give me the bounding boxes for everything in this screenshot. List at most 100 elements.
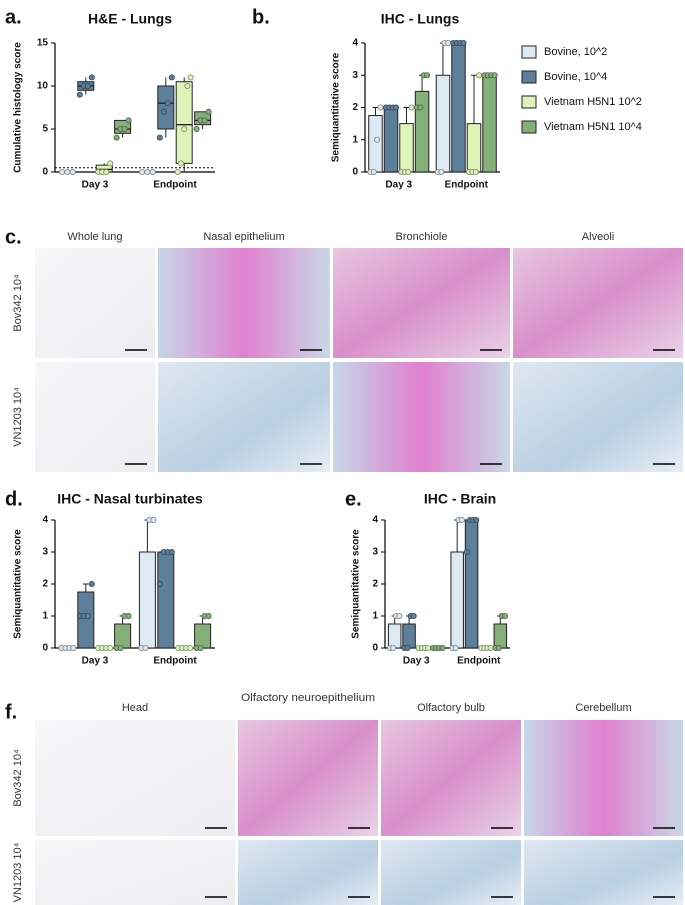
bar <box>493 623 508 649</box>
data-point <box>84 83 91 90</box>
column-header: Bronchiole <box>396 231 448 243</box>
data-point <box>438 168 445 175</box>
panel-label: f. <box>5 701 17 723</box>
x-tick-label: Endpoint <box>445 180 489 191</box>
panel-label: a. <box>5 6 22 28</box>
data-point <box>181 126 188 133</box>
panel-label: d. <box>5 488 23 510</box>
data-point <box>501 613 508 620</box>
column-header: Olfactory neuroepithelium <box>241 692 375 704</box>
bar <box>77 591 95 649</box>
data-point <box>149 168 156 175</box>
y-tick-label: 0 <box>42 167 48 178</box>
bar <box>482 74 497 173</box>
micrograph <box>158 248 330 358</box>
legend-swatch <box>521 45 537 59</box>
box <box>157 85 175 130</box>
y-tick-label: 1 <box>372 611 378 622</box>
micrograph <box>238 720 378 836</box>
data-point <box>197 645 204 652</box>
data-point <box>472 168 479 175</box>
x-tick-label: Day 3 <box>82 180 109 191</box>
y-tick-label: 3 <box>352 70 358 81</box>
data-point <box>377 104 384 111</box>
micrograph <box>35 248 155 358</box>
bar <box>383 107 399 173</box>
data-point <box>445 40 452 47</box>
data-point <box>425 645 432 652</box>
y-tick-label: 0 <box>352 167 358 178</box>
data-point <box>70 645 77 652</box>
data-point <box>76 91 83 98</box>
column-header: Alveoli <box>582 231 614 243</box>
data-point <box>142 645 149 652</box>
micrograph <box>524 720 683 836</box>
y-tick-label: 3 <box>42 547 48 558</box>
panel-label: b. <box>252 6 270 28</box>
row-label: Bov342 10⁴ <box>12 274 24 332</box>
data-point <box>452 645 459 652</box>
bar <box>157 551 175 649</box>
x-tick-label: Day 3 <box>385 180 412 191</box>
data-point <box>156 134 163 141</box>
data-point <box>491 72 498 79</box>
y-tick-label: 2 <box>42 579 48 590</box>
row-label: Bov342 10⁴ <box>12 749 24 807</box>
data-point <box>205 108 212 115</box>
bar <box>194 623 212 649</box>
data-point <box>370 168 377 175</box>
column-header: Olfactory bulb <box>417 702 485 714</box>
data-point <box>424 72 431 79</box>
data-point <box>164 100 171 107</box>
chart-title: H&E - Lungs <box>88 11 172 27</box>
chart-title: IHC - Brain <box>424 491 496 507</box>
y-tick-label: 4 <box>352 38 358 49</box>
data-point <box>417 104 424 111</box>
data-point <box>125 613 132 620</box>
data-point <box>168 549 175 556</box>
micrograph <box>35 840 235 905</box>
data-point <box>103 168 110 175</box>
bar <box>435 74 451 173</box>
data-point <box>125 117 132 124</box>
data-point <box>201 117 208 124</box>
micrograph <box>158 362 330 472</box>
y-tick-label: 5 <box>42 124 48 135</box>
row-label: VN1203 10⁴ <box>12 387 24 447</box>
bar <box>464 519 479 649</box>
data-point <box>487 645 494 652</box>
data-point <box>84 613 91 620</box>
y-tick-label: 0 <box>372 643 378 654</box>
legend-label: Vietnam H5N1 10^4 <box>544 121 642 133</box>
data-point <box>117 645 124 652</box>
data-point <box>121 126 128 133</box>
micrograph <box>381 720 521 836</box>
data-point <box>107 645 114 652</box>
data-point <box>187 645 194 652</box>
data-point <box>139 168 146 175</box>
micrograph <box>513 248 683 358</box>
row-label: VN1203 10⁴ <box>12 842 24 902</box>
data-point <box>88 74 95 81</box>
y-tick-label: 4 <box>42 515 48 526</box>
micrograph <box>333 362 510 472</box>
y-axis-label: Semiquantitative score <box>331 52 342 162</box>
micrograph <box>35 720 235 836</box>
bar <box>414 90 430 173</box>
micrograph <box>333 248 510 358</box>
data-point <box>404 645 411 652</box>
bar <box>138 551 156 649</box>
x-tick-label: Endpoint <box>457 656 501 667</box>
legend-label: Vietnam H5N1 10^2 <box>544 96 642 108</box>
bar <box>114 623 132 649</box>
data-point <box>396 613 403 620</box>
data-point <box>64 168 71 175</box>
legend-swatch <box>521 120 537 134</box>
data-point <box>476 72 483 79</box>
data-point <box>144 168 151 175</box>
bar <box>451 42 466 173</box>
x-tick-label: Endpoint <box>153 180 197 191</box>
column-header: Nasal epithelium <box>203 231 284 243</box>
legend-swatch <box>521 70 537 84</box>
